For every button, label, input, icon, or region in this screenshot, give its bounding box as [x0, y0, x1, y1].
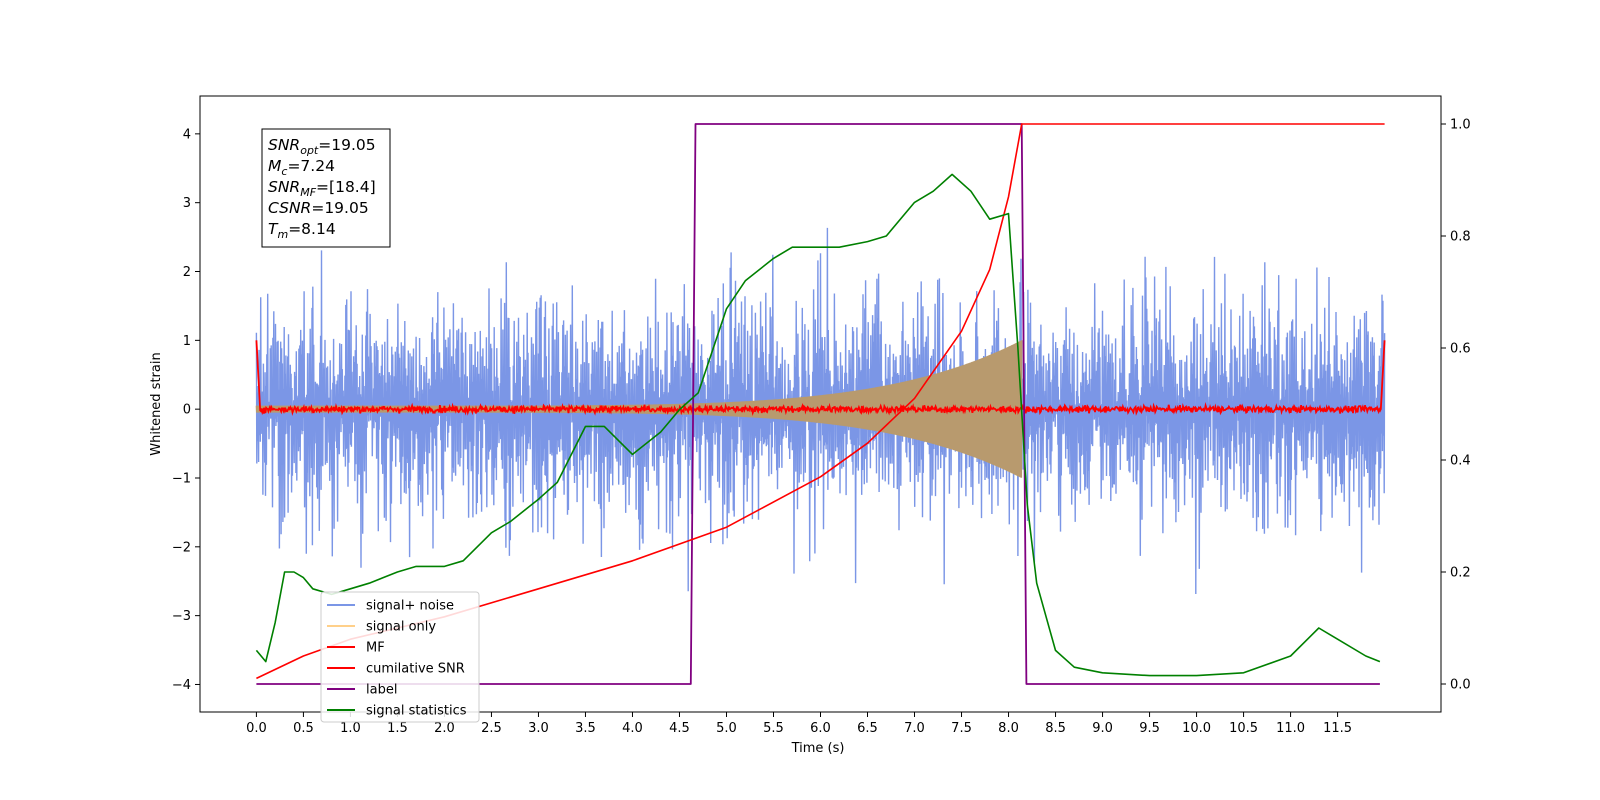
series-signal-noise — [255, 227, 1386, 595]
x-tick-label: 0.5 — [293, 721, 314, 736]
y-tick-label-right: 0.2 — [1450, 566, 1471, 581]
y-tick-label-left: 2 — [183, 265, 191, 280]
annotation-line: SNRopt=19.05 — [268, 136, 376, 157]
y-tick-label-right: 1.0 — [1450, 118, 1471, 133]
x-tick-label: 4.5 — [669, 721, 690, 736]
x-tick-label: 10.0 — [1182, 721, 1211, 736]
legend-label: label — [366, 683, 397, 698]
x-axis-label: Time (s) — [791, 741, 845, 756]
x-tick-label: 3.0 — [528, 721, 549, 736]
y-axis-label: Whitened strain — [149, 352, 164, 455]
y-tick-label-right: 0.8 — [1450, 230, 1471, 245]
y-axis-left: −4 −3 −2 −1 0 1 2 3 4 — [172, 127, 200, 693]
x-tick-label: 6.0 — [810, 721, 831, 736]
annotation-frame — [261, 128, 391, 248]
legend-label: MF — [366, 641, 385, 656]
y-tick-label-left: −1 — [172, 471, 191, 486]
x-tick-label: 2.5 — [481, 721, 502, 736]
x-tick-label: 5.0 — [716, 721, 737, 736]
series-mf — [255, 340, 1386, 416]
x-tick-label: 7.0 — [904, 721, 925, 736]
x-tick-label: 7.5 — [951, 721, 972, 736]
y-tick-label-right: 0.6 — [1450, 342, 1471, 357]
annotation-line: CSNR=19.05 — [268, 199, 369, 217]
x-tick-label: 5.5 — [763, 721, 784, 736]
x-tick-label: 8.0 — [998, 721, 1019, 736]
x-tick-label: 8.5 — [1045, 721, 1066, 736]
x-tick-label: 2.0 — [434, 721, 455, 736]
legend-label: signal+ noise — [366, 599, 454, 614]
x-tick-label: 9.0 — [1092, 721, 1113, 736]
legend-label: cumilative SNR — [366, 662, 465, 677]
x-tick-label: 6.5 — [857, 721, 878, 736]
legend-label: signal only — [366, 620, 436, 635]
annotation-box: SNRopt=19.05Mc=7.24SNRMF=[18.4]CSNR=19.0… — [261, 128, 391, 248]
x-tick-label: 1.5 — [387, 721, 408, 736]
x-tick-label: 3.5 — [575, 721, 596, 736]
y-tick-label-left: −3 — [172, 609, 191, 624]
x-axis: 0.0 0.5 1.0 1.5 2.0 2.5 3.0 3.5 4.0 4.5 5.0 5.5 6.0 6… — [246, 712, 1352, 736]
x-tick-label: 9.5 — [1139, 721, 1160, 736]
x-tick-label: 11.5 — [1323, 721, 1352, 736]
x-tick-label: 0.0 — [246, 721, 267, 736]
x-tick-label: 11.0 — [1276, 721, 1305, 736]
x-tick-label: 10.5 — [1229, 721, 1258, 736]
legend-label: signal statistics — [366, 704, 467, 719]
annotation-line: Mc=7.24 — [268, 157, 335, 178]
y-tick-label-left: 0 — [183, 403, 191, 418]
y-tick-label-right: 0.4 — [1450, 454, 1471, 469]
series-label — [256, 123, 1380, 685]
y-tick-label-left: 3 — [183, 196, 191, 211]
x-tick-label: 4.0 — [622, 721, 643, 736]
y-tick-label-right: 0.0 — [1450, 678, 1471, 693]
legend-frame — [320, 591, 480, 723]
annotation-line: Tm=8.14 — [268, 220, 336, 241]
y-tick-label-left: −2 — [172, 540, 191, 555]
legend: signal+ noise signal only MF cumilative SNR… — [320, 591, 480, 723]
series-signal-statistics — [255, 173, 1381, 677]
annotation-line: SNRMF=[18.4] — [268, 178, 376, 199]
x-tick-label: 1.0 — [340, 721, 361, 736]
y-tick-label-left: 4 — [183, 127, 191, 142]
y-axis-right: 0.0 0.2 0.4 0.6 0.8 1.0 — [1441, 118, 1471, 693]
y-tick-label-left: −4 — [172, 678, 191, 693]
y-tick-label-left: 1 — [183, 334, 191, 349]
